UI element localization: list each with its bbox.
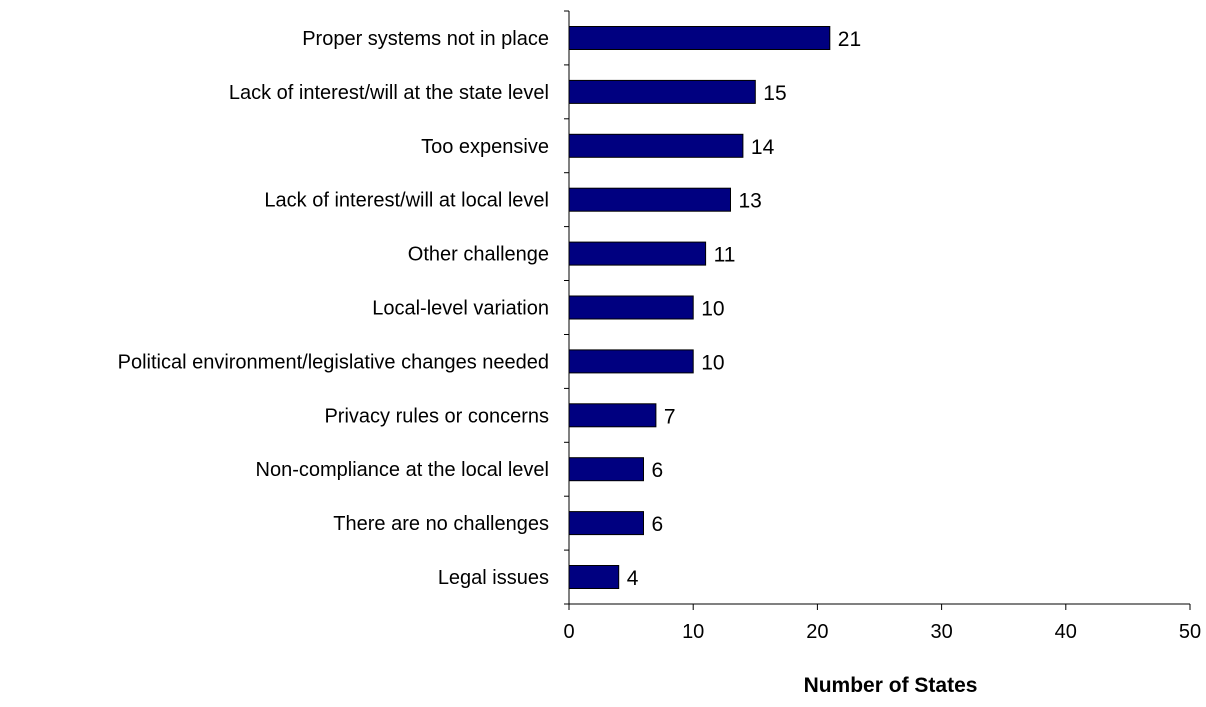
- x-tick-label: 20: [806, 621, 828, 643]
- bar: [568, 511, 644, 536]
- category-label: Privacy rules or concerns: [324, 405, 549, 427]
- category-labels-group: Proper systems not in place Lack of inter…: [118, 28, 549, 589]
- value-label: 11: [714, 244, 736, 267]
- bars-group: [568, 26, 831, 589]
- bar: [568, 565, 620, 589]
- category-label: Local-level variation: [372, 298, 549, 320]
- value-label: 10: [701, 351, 724, 374]
- value-label: 14: [751, 136, 775, 159]
- bar: [568, 26, 831, 50]
- x-tick-label: 40: [1055, 621, 1077, 643]
- bar: [568, 403, 657, 428]
- bar: [568, 241, 707, 266]
- value-label: 4: [627, 567, 639, 590]
- category-label: There are no challenges: [333, 513, 549, 535]
- x-ticks-group: 0 10 20 30 40 50: [563, 604, 1201, 643]
- x-axis-title: Number of States: [804, 674, 978, 697]
- x-tick-label: 10: [682, 621, 704, 643]
- value-label: 6: [652, 459, 664, 482]
- value-label: 6: [652, 513, 664, 536]
- axes-group: [568, 11, 1190, 605]
- category-label: Lack of interest/will at local level: [264, 190, 549, 212]
- category-label: Lack of interest/will at the state level: [229, 82, 549, 104]
- category-label: Political environment/legislative change…: [118, 351, 549, 373]
- x-tick-label: 30: [930, 621, 952, 643]
- bar: [568, 349, 694, 374]
- value-label: 7: [664, 405, 676, 428]
- y-ticks-group: [564, 10, 569, 605]
- bar: [568, 133, 744, 158]
- category-label: Non-compliance at the local level: [256, 459, 550, 481]
- bar: [568, 79, 756, 104]
- value-label: 10: [701, 298, 724, 321]
- x-tick-label: 0: [563, 621, 574, 643]
- x-tick-label: 50: [1179, 621, 1201, 643]
- category-label: Proper systems not in place: [302, 28, 549, 50]
- category-label: Legal issues: [438, 567, 549, 589]
- value-label: 13: [739, 190, 762, 213]
- bar: [568, 457, 644, 482]
- category-label: Other challenge: [408, 244, 549, 266]
- bar: [568, 295, 694, 320]
- value-labels-group: 21 15 14 13 11 10 10 7 6 6 4: [627, 28, 861, 590]
- value-label: 21: [838, 28, 861, 51]
- bar: [568, 187, 731, 212]
- value-label: 15: [763, 82, 786, 105]
- category-label: Too expensive: [421, 136, 549, 158]
